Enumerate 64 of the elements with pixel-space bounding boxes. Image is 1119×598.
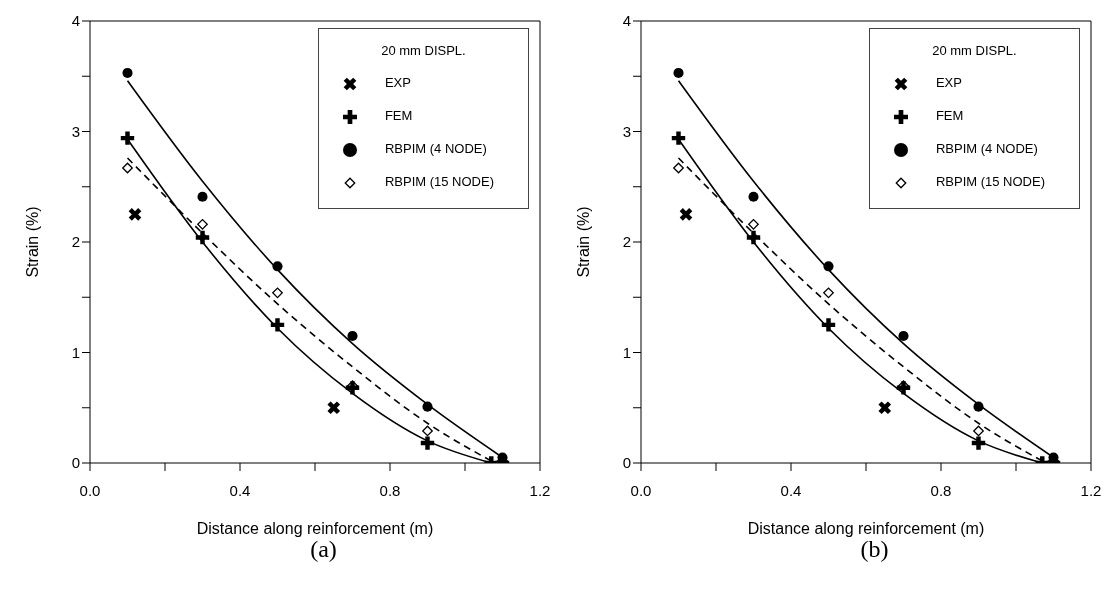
- y-tick-label: 0: [622, 454, 631, 472]
- point: [128, 208, 142, 221]
- point: [122, 67, 133, 78]
- point: [272, 287, 283, 299]
- y-tick-label: 2: [71, 233, 80, 251]
- legend-label: RBPIM (15 NODE): [935, 174, 1045, 189]
- point: [422, 425, 433, 437]
- y-axis-title: Strain (%): [23, 206, 41, 278]
- legend-title: 20 mm DISPL.: [931, 43, 1018, 58]
- point: [821, 318, 836, 332]
- point: [195, 230, 210, 245]
- point: [823, 261, 834, 272]
- point: [420, 436, 435, 450]
- x-axis-title: Distance along reinforcement (m): [196, 520, 434, 537]
- x-tick-label: 0.4: [229, 481, 251, 499]
- point: [679, 208, 693, 221]
- point: [823, 287, 834, 299]
- point: [422, 401, 433, 412]
- point: [122, 162, 133, 174]
- legend-label: RBPIM (15 NODE): [384, 174, 494, 189]
- y-tick-label: 1: [71, 343, 80, 361]
- x-tick-label: 0.8: [379, 481, 401, 499]
- legend-label: FEM: [935, 108, 964, 123]
- x-axis-title: Distance along reinforcement (m): [747, 520, 985, 537]
- point: [898, 330, 909, 341]
- point: [673, 162, 684, 174]
- text: (a): [309, 536, 338, 563]
- point: [878, 401, 892, 415]
- point: [120, 131, 135, 145]
- y-tick-label: 3: [71, 122, 80, 140]
- legend-title: 20 mm DISPL.: [380, 43, 467, 58]
- point: [973, 401, 984, 412]
- x-tick-label: 0.4: [780, 481, 802, 499]
- point: [272, 261, 283, 272]
- point: [327, 401, 341, 415]
- point: [748, 218, 759, 230]
- y-tick-label: 4: [622, 12, 631, 30]
- x-tick-label: 1.2: [1080, 481, 1102, 499]
- legend-label: RBPIM (4 NODE): [384, 141, 487, 156]
- point: [197, 218, 208, 230]
- y-tick-label: 2: [622, 233, 631, 251]
- x-tick-label: 0.8: [930, 481, 952, 499]
- point: [347, 330, 358, 341]
- x-tick-label: 0.0: [630, 481, 652, 499]
- point: [748, 191, 759, 202]
- x-tick-label: 1.2: [529, 481, 551, 499]
- point: [673, 67, 684, 78]
- legend-label: FEM: [384, 108, 413, 123]
- legend-label: EXP: [935, 75, 962, 90]
- legend-label: RBPIM (4 NODE): [935, 141, 1038, 156]
- point: [197, 191, 208, 202]
- point: [971, 436, 986, 450]
- text: (b): [859, 536, 890, 563]
- x-tick-label: 0.0: [79, 481, 101, 499]
- point: [746, 230, 761, 245]
- y-tick-label: 4: [71, 12, 80, 30]
- point: [973, 425, 984, 437]
- point: [270, 318, 285, 332]
- y-tick-label: 0: [71, 454, 80, 472]
- point: [671, 131, 686, 145]
- legend-label: EXP: [384, 75, 411, 90]
- y-axis-title: Strain (%): [574, 206, 592, 278]
- y-tick-label: 3: [622, 122, 631, 140]
- y-tick-label: 1: [622, 343, 631, 361]
